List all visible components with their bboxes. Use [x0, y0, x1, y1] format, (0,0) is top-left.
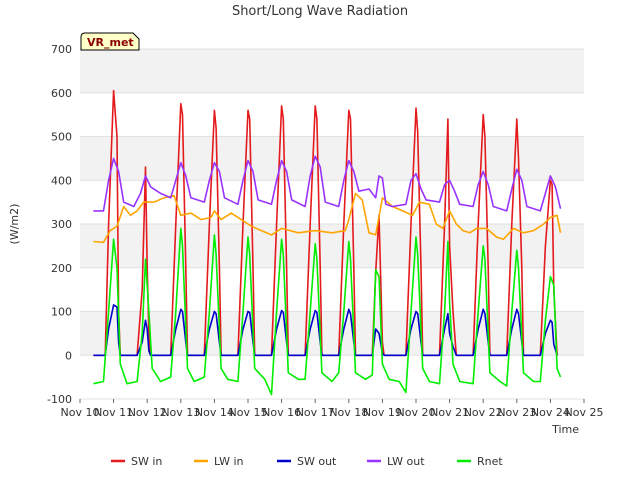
- y-tick-label: 200: [51, 262, 72, 275]
- y-tick-label: 500: [51, 131, 72, 144]
- x-tick-label: Nov 17: [296, 406, 335, 419]
- series-lines: [93, 89, 562, 396]
- x-tick-label: Nov 23: [497, 406, 536, 419]
- series-line-lw-out: [93, 155, 562, 212]
- x-tick-label: Nov 18: [329, 406, 368, 419]
- legend-label: SW out: [297, 455, 337, 468]
- series-line-lw-in: [93, 192, 562, 244]
- site-badge-label: VR_met: [87, 36, 134, 49]
- y-tick-label: 100: [51, 306, 72, 319]
- site-badge: VR_met: [80, 32, 140, 51]
- legend-label: SW in: [131, 455, 162, 468]
- chart-title: Short/Long Wave Radiation: [232, 4, 408, 19]
- x-tick-label: Nov 24: [531, 406, 570, 419]
- series-line-rnet: [93, 227, 562, 396]
- y-tick-label: 600: [51, 87, 72, 100]
- y-axis-ticks: -100 0 100 200 300 400 500 600 700: [47, 43, 72, 406]
- legend: SW in LW in SW out LW out Rnet: [111, 455, 503, 468]
- x-tick-label: Nov 15: [229, 406, 268, 419]
- grid-band: [80, 311, 584, 356]
- x-tick-label: Nov 19: [363, 406, 402, 419]
- x-tick-label: Nov 13: [161, 406, 200, 419]
- x-axis-label: Time: [551, 423, 579, 436]
- x-tick-label: Nov 21: [430, 406, 469, 419]
- x-tick-label: Nov 25: [565, 406, 604, 419]
- y-tick-label: 300: [51, 218, 72, 231]
- y-tick-label: 700: [51, 43, 72, 56]
- x-tick-label: Nov 20: [397, 406, 436, 419]
- x-tick-label: Nov 11: [94, 406, 133, 419]
- x-tick-label: Nov 12: [128, 406, 167, 419]
- y-tick-label: 400: [51, 174, 72, 187]
- y-tick-label: 0: [65, 349, 72, 362]
- grid-bands: [80, 49, 584, 356]
- grid-band: [80, 49, 584, 93]
- legend-label: Rnet: [477, 455, 503, 468]
- grid-band: [80, 224, 584, 268]
- legend-label: LW in: [214, 455, 244, 468]
- x-tick-label: Nov 22: [464, 406, 503, 419]
- x-tick-label: Nov 14: [195, 406, 234, 419]
- grid-band: [80, 136, 584, 181]
- y-axis-label: (W/m2): [8, 204, 21, 245]
- y-tick-label: -100: [47, 393, 72, 406]
- x-tick-label: Nov 10: [61, 406, 100, 419]
- legend-label: LW out: [387, 455, 425, 468]
- x-tick-label: Nov 16: [262, 406, 301, 419]
